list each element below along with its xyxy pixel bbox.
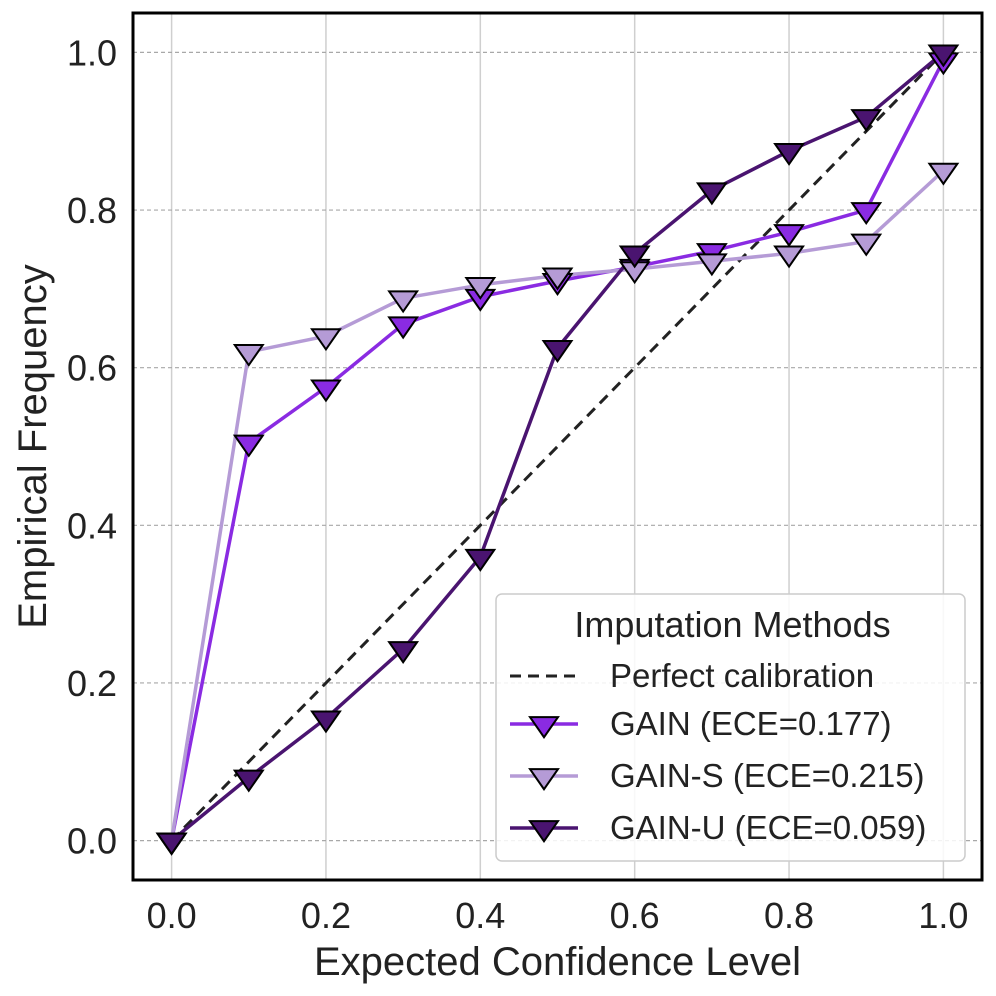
legend-series-0-label: GAIN (ECE=0.177) xyxy=(610,705,892,742)
series-1-point xyxy=(927,162,960,186)
series-1-point xyxy=(850,233,883,257)
series-1-point xyxy=(773,245,805,269)
legend-series-1-marker xyxy=(528,768,560,791)
series-2-point xyxy=(155,832,188,856)
series-2-point xyxy=(387,641,420,665)
legend-items: Perfect calibration GAIN (ECE=0.177) GAIN-… xyxy=(510,657,926,846)
series-2-point xyxy=(773,143,805,166)
y-tick-label: 0.6 xyxy=(67,348,117,389)
perfect-calibration-line xyxy=(170,51,945,842)
series-2-point xyxy=(695,182,728,206)
series-1-point xyxy=(541,267,574,291)
y-tick-labels: 0.0 0.2 0.4 0.6 0.8 1.0 xyxy=(67,32,117,861)
legend-series-0-marker xyxy=(528,716,560,739)
series-1-point xyxy=(464,276,497,300)
x-tick-label: 0.0 xyxy=(147,895,197,936)
legend-series-2-marker xyxy=(528,820,560,843)
series-0-point xyxy=(850,202,883,226)
x-tick-label: 0.8 xyxy=(764,895,814,936)
series-0-point xyxy=(310,379,342,403)
legend-series-1-label: GAIN-S (ECE=0.215) xyxy=(610,757,925,794)
legend-title: Imputation Methods xyxy=(574,604,890,645)
series-1-point xyxy=(695,253,728,277)
y-tick-label: 0.8 xyxy=(67,190,117,231)
series-0-point xyxy=(773,224,805,248)
series-0-point xyxy=(232,434,265,458)
x-tick-label: 1.0 xyxy=(918,895,968,936)
legend-perfect-calibration-label: Perfect calibration xyxy=(610,657,874,694)
legend-box xyxy=(495,593,966,862)
series-2-point xyxy=(927,44,960,68)
series-1-point xyxy=(387,290,420,314)
series-2-point xyxy=(232,769,265,793)
series-2-point xyxy=(464,548,497,572)
series-1-point xyxy=(232,343,265,367)
y-axis-label: Empirical Frequency xyxy=(11,264,55,629)
x-tick-label: 0.2 xyxy=(301,895,351,936)
y-tick-label: 0.2 xyxy=(67,663,117,704)
legend: Imputation Methods Perfect calibration GA… xyxy=(495,593,966,862)
series-0-point xyxy=(387,316,420,340)
y-tick-label: 1.0 xyxy=(67,32,117,73)
perfect-calibration-line-group xyxy=(170,51,945,842)
series-markers xyxy=(155,44,960,856)
series-2-point xyxy=(850,109,883,133)
x-axis-label: Expected Confidence Level xyxy=(314,940,801,984)
series-2-point xyxy=(618,245,651,269)
x-tick-label: 0.6 xyxy=(610,895,660,936)
plot-frame xyxy=(131,11,984,882)
x-tick-label: 0.4 xyxy=(455,895,505,936)
x-tick-labels: 0.0 0.2 0.4 0.6 0.8 1.0 xyxy=(147,895,969,936)
grid xyxy=(133,13,982,880)
legend-series-2-label: GAIN-U (ECE=0.059) xyxy=(610,809,926,846)
series-2-point xyxy=(541,340,574,363)
series-2-point xyxy=(310,710,342,734)
y-tick-label: 0.4 xyxy=(67,505,117,546)
y-tick-label: 0.0 xyxy=(67,821,117,862)
series-1-point xyxy=(310,328,342,352)
